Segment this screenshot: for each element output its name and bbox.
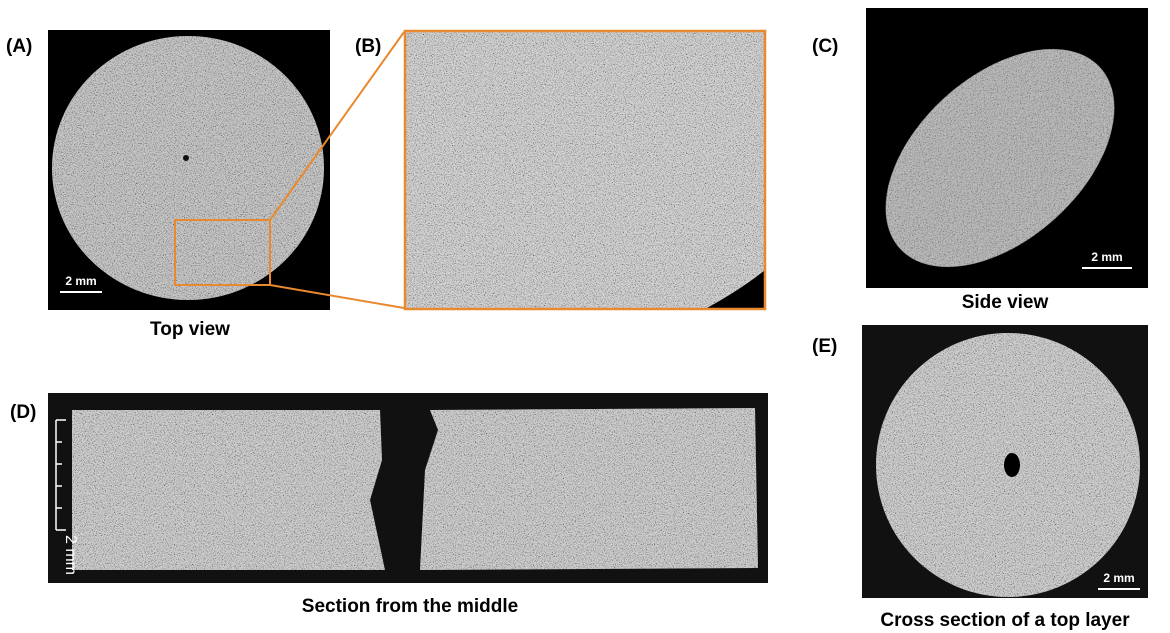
section-left bbox=[72, 410, 385, 570]
panel-d: (D) 2 mm Section from the middle bbox=[10, 393, 768, 617]
panel-label: (B) bbox=[355, 36, 381, 57]
panel-label: (C) bbox=[812, 36, 838, 57]
panel-b: (B) bbox=[355, 31, 765, 309]
section-right bbox=[420, 408, 758, 570]
scale-bar-label: 2 mm bbox=[1091, 250, 1122, 264]
panel-label: (A) bbox=[6, 36, 32, 57]
sample-top bbox=[52, 36, 324, 300]
zoom-image bbox=[405, 31, 765, 309]
panel-c: (C) 2 mm Side view bbox=[812, 7, 1155, 313]
figure: (A) 2 mm Top view (B) (C) 2 mm Side view… bbox=[0, 0, 1170, 633]
scale-bar-label: 2 mm bbox=[62, 535, 79, 575]
caption: Section from the middle bbox=[302, 596, 518, 617]
panel-a: (A) 2 mm Top view bbox=[6, 30, 330, 340]
pore bbox=[1004, 453, 1020, 477]
caption: Side view bbox=[962, 292, 1049, 313]
panel-label: (D) bbox=[10, 402, 36, 423]
scale-bar-label: 2 mm bbox=[1103, 571, 1134, 585]
panel-e: (E) 2 mm Cross section of a top layer bbox=[812, 325, 1148, 631]
pore bbox=[183, 155, 189, 161]
caption: Top view bbox=[150, 319, 230, 340]
panel-label: (E) bbox=[812, 336, 837, 357]
caption: Cross section of a top layer bbox=[880, 610, 1130, 631]
scale-bar-label: 2 mm bbox=[65, 274, 96, 288]
